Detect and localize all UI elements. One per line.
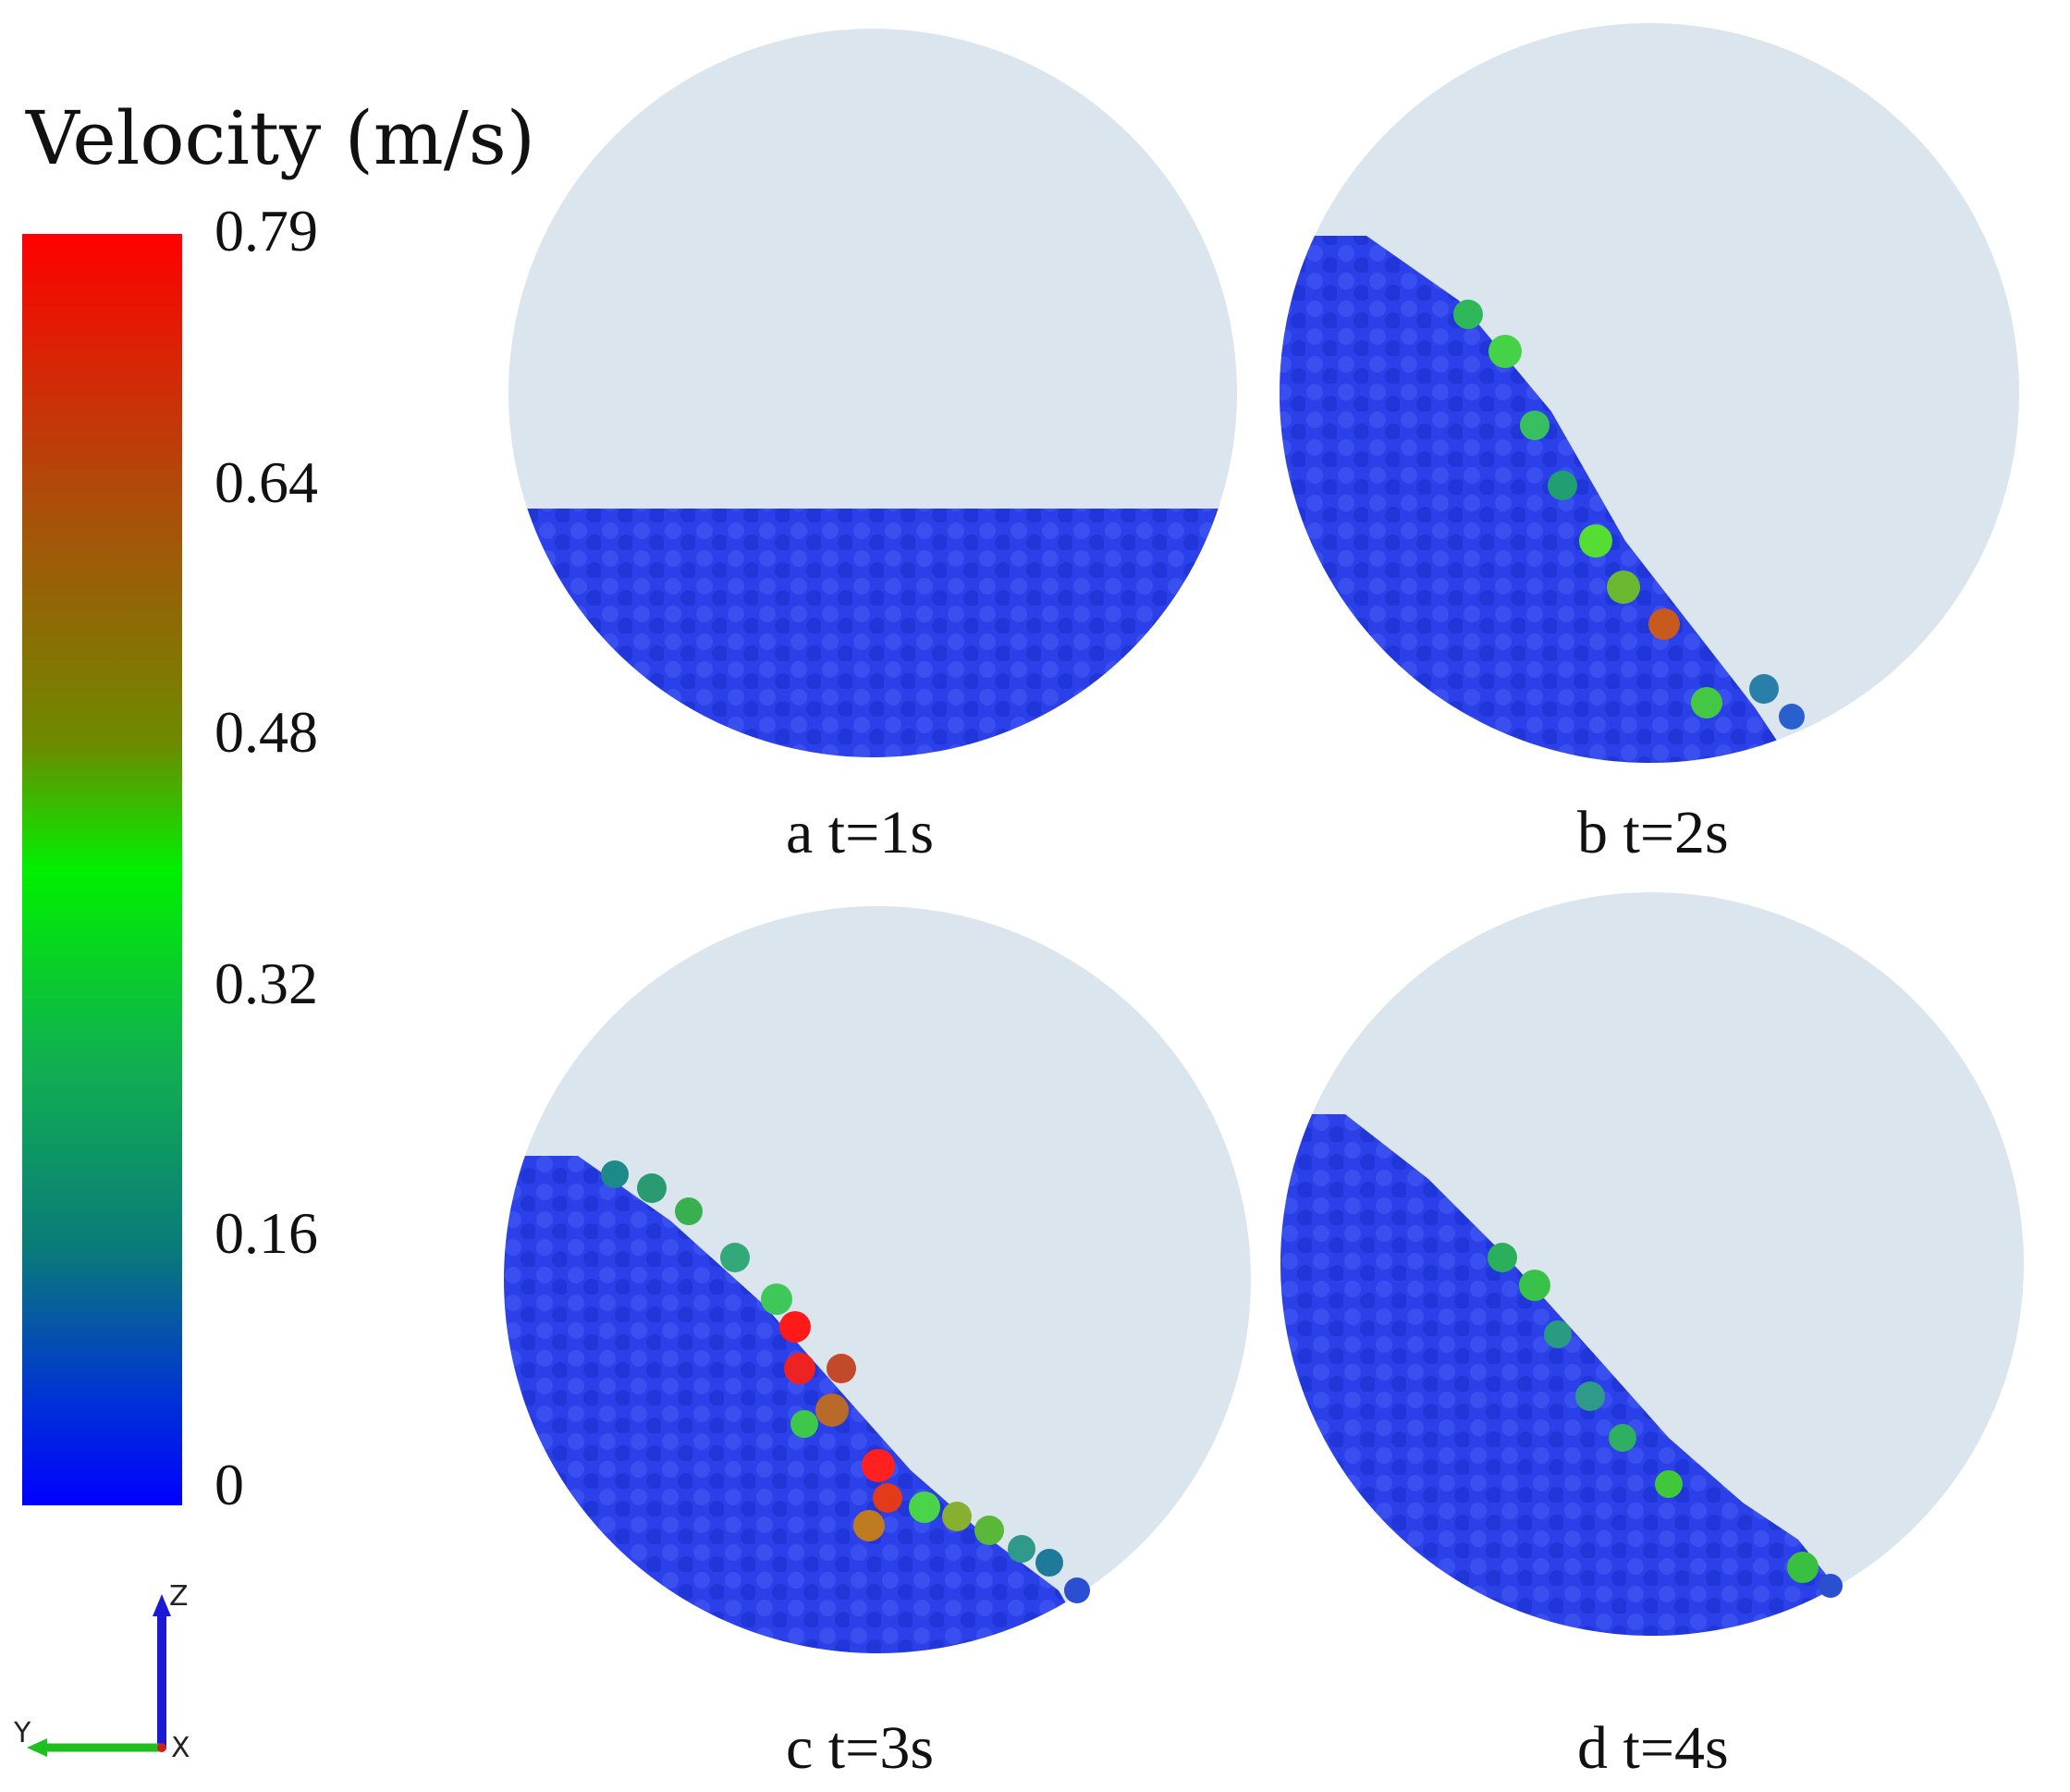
- legend-tick-min: 0: [214, 1452, 244, 1517]
- caption-b: b t=2s: [1577, 799, 1729, 866]
- velocity-colorbar: [22, 234, 182, 1505]
- drum-panel-d: [1280, 892, 2024, 1636]
- particle-bed-d: [1280, 1114, 1854, 1636]
- fast-particles-d: [1488, 1243, 1843, 1598]
- particle-bed-c: [504, 1156, 1096, 1653]
- y-label: Y: [14, 1717, 31, 1749]
- legend-title: Velocity (m/s): [26, 95, 535, 181]
- fast-particles-c: [601, 1160, 1090, 1603]
- z-arrowhead: [153, 1594, 171, 1616]
- legend-tick-3: 0.48: [214, 699, 318, 765]
- caption-a: a t=1s: [786, 799, 935, 866]
- axes-triad: Z Y X: [14, 1580, 190, 1764]
- legend-tick-max: 0.79: [214, 198, 318, 264]
- caption-c: c t=3s: [786, 1714, 935, 1782]
- x-axis-dot: [157, 1743, 166, 1752]
- legend-tick-2: 0.64: [214, 449, 318, 515]
- particle-bed-a: [508, 509, 1237, 757]
- drum-panel-a: [508, 29, 1237, 757]
- legend-tick-4: 0.32: [214, 951, 318, 1016]
- fast-particles-b: [1453, 300, 1805, 730]
- caption-d: d t=4s: [1577, 1714, 1729, 1782]
- y-arrowhead: [27, 1738, 47, 1757]
- drum-panel-c: [504, 906, 1251, 1653]
- legend-tick-5: 0.16: [214, 1200, 318, 1266]
- drum-panel-b: [1280, 23, 2019, 763]
- z-label: Z: [169, 1580, 189, 1613]
- x-label: X: [171, 1732, 190, 1764]
